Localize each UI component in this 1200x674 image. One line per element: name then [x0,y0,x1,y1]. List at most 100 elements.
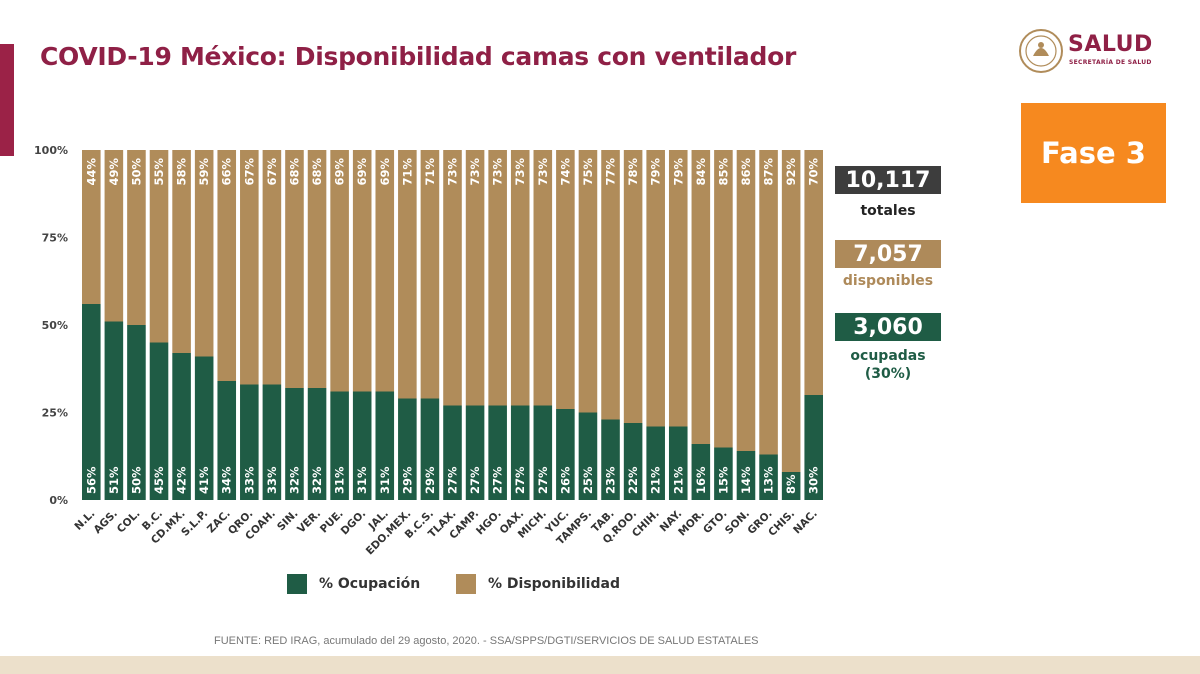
occupancy-label: 27% [491,466,505,494]
occupancy-label: 45% [152,466,166,494]
bar-availability [691,150,711,444]
bar-availability [104,150,124,322]
bar-occupancy [194,356,214,500]
bar-occupancy [307,388,327,500]
total-value-box: 10,117 [835,166,941,194]
bar-availability [172,150,191,353]
accent-bar [0,44,14,156]
legend-swatch-availability [456,574,476,594]
bar-availability [443,150,462,406]
category-label: MOR. [676,508,707,539]
availability-label: 86% [739,158,753,186]
y-tick-label: 100% [34,144,68,157]
category-label: DGO. [339,508,369,538]
logo-subtext: SECRETARÍA DE SALUD [1069,59,1152,66]
bar-availability [601,150,620,420]
availability-label: 68% [287,158,301,186]
bar-occupancy [398,398,417,500]
occupancy-label: 51% [107,466,121,494]
bar-availability [488,150,507,406]
availability-label: 73% [513,158,527,186]
bar-availability [330,150,349,392]
occupancy-label: 42% [175,466,189,494]
category-label: VER. [295,508,323,536]
bar-availability [285,150,304,388]
bar-occupancy [623,423,643,500]
occupancy-label: 25% [581,466,595,494]
availability-label: 70% [807,158,821,186]
occupied-caption: ocupadas [850,348,926,364]
availability-label: 79% [649,158,663,186]
legend-item-availability: % Disponibilidad [456,574,620,594]
availability-label: 84% [694,158,708,186]
bar-occupancy [804,395,823,500]
bar-occupancy [330,391,349,500]
bar-occupancy [488,405,507,500]
bar-occupancy [82,304,101,500]
availability-label: 87% [762,158,776,186]
bar-availability [510,150,530,406]
category-label: AGS. [91,508,119,536]
occupancy-label: 33% [242,466,256,494]
bar-occupancy [172,353,191,500]
availability-label: 73% [446,158,460,186]
occupancy-label: 29% [400,466,414,494]
availability-label: 69% [355,158,369,186]
bar-occupancy [714,447,733,500]
availability-label: 68% [310,158,324,186]
availability-label: 49% [107,158,121,186]
bar-availability [420,150,440,399]
bar-occupancy [510,405,530,500]
bar-occupancy [533,405,553,500]
bar-availability [556,150,575,409]
availability-label: 67% [242,158,256,186]
y-tick-label: 25% [42,407,68,420]
availability-label: 71% [400,158,414,186]
bar-occupancy [149,342,169,500]
bar-occupancy [556,409,575,500]
bar-availability [668,150,688,427]
occupancy-label: 26% [558,466,572,494]
bar-availability [646,150,665,427]
occupancy-label: 22% [626,466,640,494]
availability-label: 92% [784,158,798,186]
occupancy-label: 56% [84,466,98,494]
logo-text: SALUD [1068,32,1153,57]
bar-availability [398,150,417,399]
bar-availability [781,150,801,472]
bar-occupancy [375,391,395,500]
availability-label: 69% [333,158,347,186]
bar-occupancy [443,405,462,500]
bar-availability [736,150,756,451]
bar-availability [127,150,146,325]
bar-occupancy [465,405,485,500]
bar-occupancy [668,426,688,500]
bar-occupancy [240,384,259,500]
occupancy-label: 32% [310,466,324,494]
occupancy-label: 27% [446,466,460,494]
bar-occupancy [736,451,756,500]
occupancy-label: 34% [220,466,234,494]
availability-label: 73% [468,158,482,186]
y-tick-label: 75% [42,232,68,245]
bar-availability [578,150,598,413]
occupancy-label: 16% [694,466,708,494]
availability-label: 73% [491,158,505,186]
occupancy-label: 27% [536,466,550,494]
availability-label: 59% [197,158,211,186]
bar-availability [262,150,282,385]
bar-availability [465,150,485,406]
occupancy-label: 21% [649,466,663,494]
bar-occupancy [691,444,711,500]
availability-label: 73% [536,158,550,186]
occupied-percent: (30%) [864,366,912,382]
bar-availability [352,150,372,392]
occupancy-label: 13% [762,466,776,494]
bar-occupancy [217,381,237,500]
bar-occupancy [262,384,282,500]
phase-badge: Fase 3 [1021,103,1166,203]
category-label: HGO. [474,508,504,538]
available-caption: disponibles [842,273,934,289]
occupancy-label: 30% [807,466,821,494]
seal-icon [1019,29,1063,73]
